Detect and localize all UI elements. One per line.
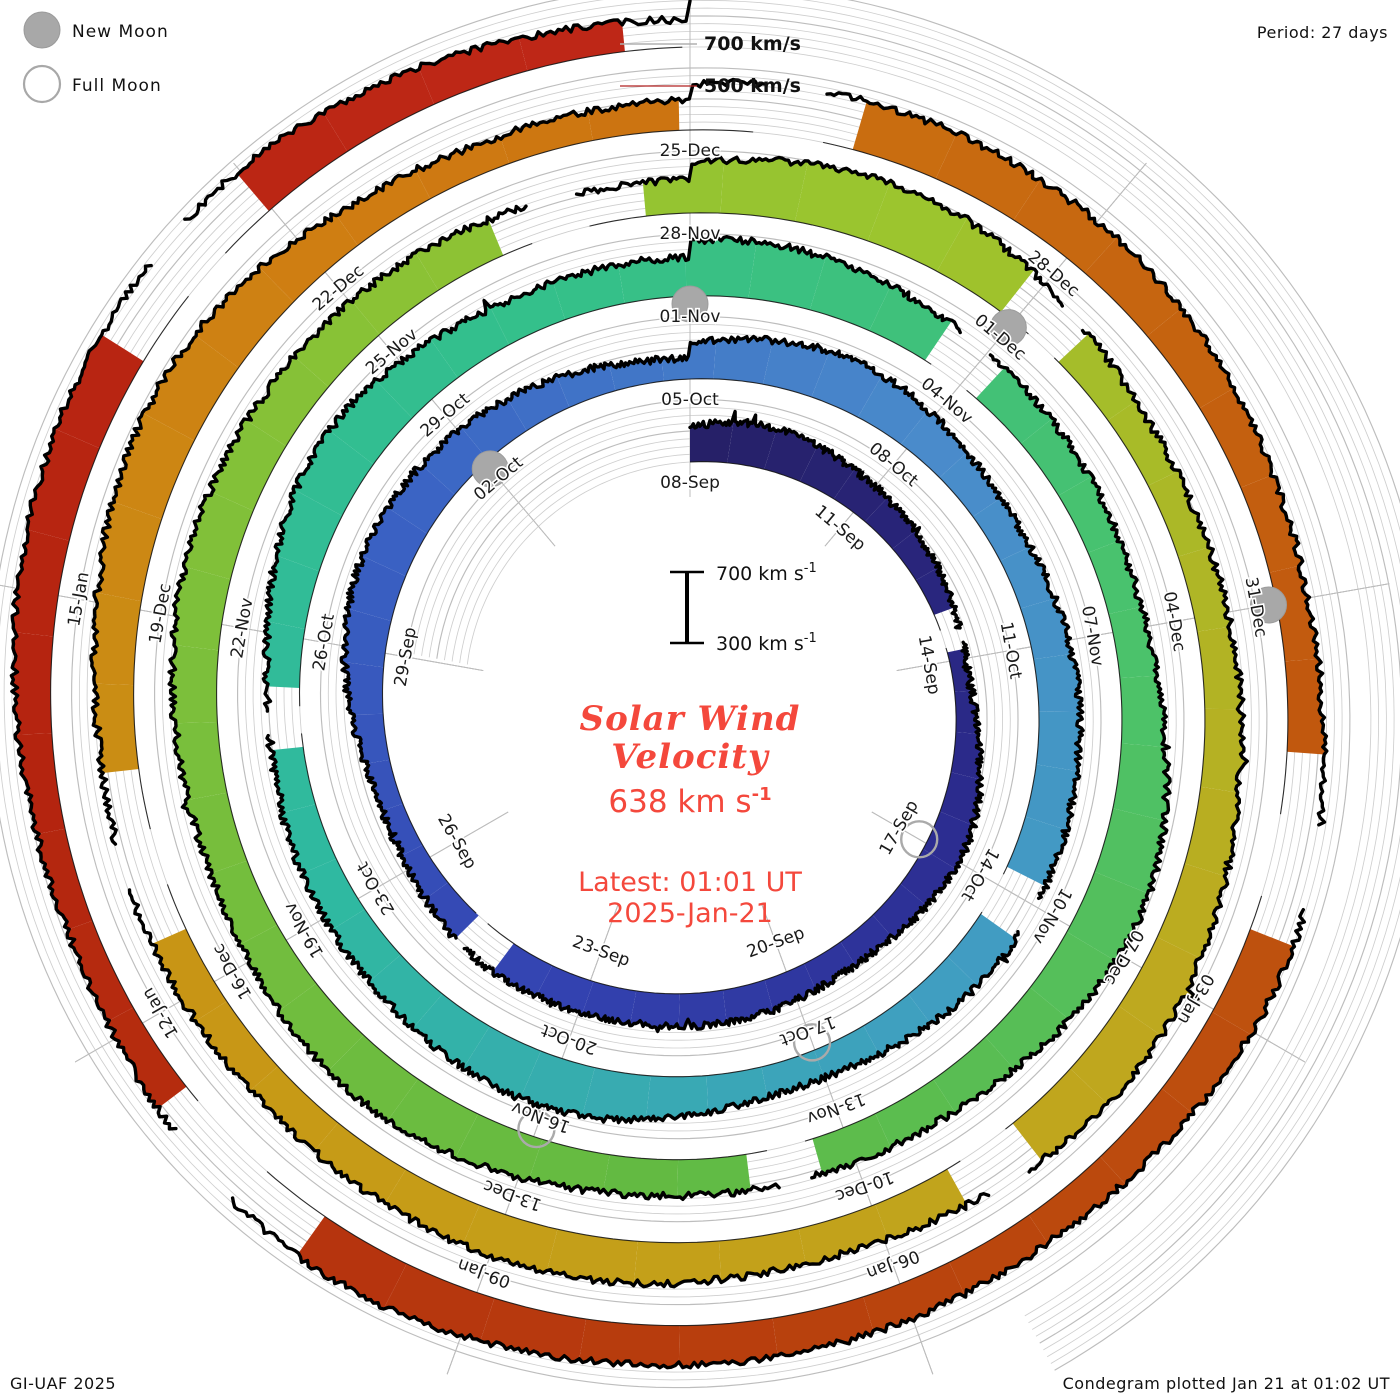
calibration-top-value: 700 km s xyxy=(716,563,804,585)
date-label-text: 01-Nov xyxy=(660,307,721,327)
center-readout: Solar Wind Velocity 638 km s-1 Latest: 0… xyxy=(578,699,802,929)
date-label-text: 05-Oct xyxy=(661,390,719,410)
moon-phase-markers xyxy=(471,285,1288,1149)
new-moon-icon xyxy=(471,450,509,488)
date-label-text: 05-Oct xyxy=(661,390,719,410)
date-label-text: 29-Sep xyxy=(391,626,421,688)
legend: New Moon Full Moon xyxy=(22,11,169,104)
credit-label: GI-UAF 2025 xyxy=(10,1374,116,1393)
velocity-unit-sup: -1 xyxy=(752,784,772,805)
legend-full-moon-label: Full Moon xyxy=(72,76,162,96)
calibration-bottom-label: 300 km s-1 xyxy=(716,631,817,655)
full-moon-icon xyxy=(900,820,939,859)
spiral-data-bands xyxy=(9,0,1329,1370)
latest-date-label: 2025-Jan-21 xyxy=(607,898,773,929)
full-moon-icon xyxy=(517,1109,556,1149)
date-label-text: 15-Jan xyxy=(64,570,93,628)
date-label-text: 20-Oct xyxy=(538,1019,599,1058)
date-label-text: 08-Sep xyxy=(660,473,720,493)
page-title-line1: Solar Wind xyxy=(580,699,801,739)
date-label-text: 26-Oct xyxy=(309,612,339,673)
date-label-text: 08-Sep xyxy=(660,473,720,493)
outer-scale-annotation: 700 km/s 500 km/s xyxy=(620,33,801,97)
new-moon-icon xyxy=(989,309,1027,347)
date-label-text: 14-Sep xyxy=(914,634,944,696)
current-velocity-value: 638 km s-1 xyxy=(608,784,771,820)
date-label-text: 04-Dec xyxy=(1159,590,1189,653)
latest-time-label: Latest: 01:01 UT xyxy=(578,867,802,898)
date-label-text: 28-Nov xyxy=(660,224,721,244)
date-label-text: 22-Nov xyxy=(227,596,257,660)
date-label-text: 26-Sep xyxy=(433,811,480,873)
date-label-text: 11-Oct xyxy=(996,620,1026,681)
calibration-bottom-value: 300 km s xyxy=(716,633,804,655)
calibration-top-sup: -1 xyxy=(804,561,817,576)
date-label-text: 25-Dec xyxy=(660,141,721,161)
new-moon-icon xyxy=(1250,586,1288,624)
date-label-text: 25-Dec xyxy=(660,141,721,161)
new-moon-icon xyxy=(23,11,61,49)
date-label-text: 23-Sep xyxy=(570,932,633,971)
calibration-bar: 700 km s-1 300 km s-1 xyxy=(670,561,817,655)
page-title-line2: Velocity xyxy=(611,737,770,777)
outer-scale-700-label: 700 km/s xyxy=(704,33,801,55)
plotted-label: Condegram plotted Jan 21 at 01:02 UT xyxy=(1063,1374,1390,1393)
period-label: Period: 27 days xyxy=(1257,23,1388,42)
legend-new-moon-label: New Moon xyxy=(72,22,169,42)
velocity-number: 638 km s xyxy=(608,784,751,820)
date-label-text: 31-Dec xyxy=(1241,576,1271,639)
new-moon-icon xyxy=(671,285,709,323)
date-label-text: 20-Sep xyxy=(744,923,807,962)
calibration-bottom-sup: -1 xyxy=(804,631,817,646)
outer-scale-500-label: 500 km/s xyxy=(704,75,801,97)
full-moon-icon xyxy=(792,1023,832,1062)
date-label-text: 07-Nov xyxy=(1077,604,1107,668)
calibration-top-label: 700 km s-1 xyxy=(716,561,817,585)
full-moon-icon xyxy=(22,64,62,104)
date-label-text: 17-Sep xyxy=(876,797,923,859)
date-label-text: 28-Nov xyxy=(660,224,721,244)
date-label-text: 06-Jan xyxy=(864,1245,922,1283)
date-label-text: 01-Nov xyxy=(660,307,721,327)
